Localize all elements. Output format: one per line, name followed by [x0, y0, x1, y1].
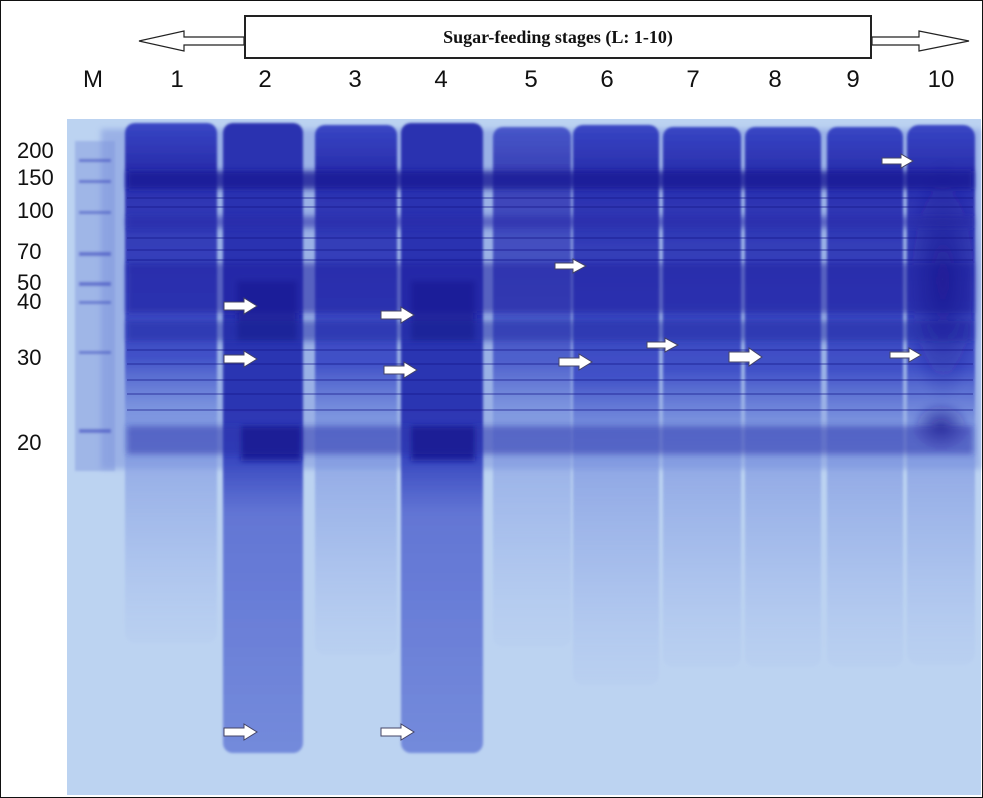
- lane-7: [663, 127, 741, 667]
- lane-label-2: 2: [258, 66, 272, 93]
- lane-label-1: 1: [170, 66, 184, 93]
- lane-1: [125, 123, 217, 643]
- band-arrow-icon: [380, 723, 415, 741]
- dense-stain-regions: [127, 161, 982, 461]
- lane-9: [827, 127, 903, 667]
- header-title: Sugar-feeding stages (L: 1-10): [443, 26, 673, 47]
- marker-label-30: 30: [17, 345, 42, 370]
- band-arrow-icon: [223, 723, 258, 741]
- lane-6: [573, 125, 659, 685]
- band-arrow-icon: [383, 361, 418, 379]
- lane-5: [493, 127, 571, 647]
- band-arrows: [223, 153, 922, 741]
- lane-label-6: 6: [600, 66, 614, 93]
- lane-8: [745, 127, 821, 667]
- marker-label-150: 150: [17, 165, 54, 190]
- band-stripes: [127, 197, 973, 411]
- band-arrow-icon: [380, 306, 415, 324]
- lane-label-7: 7: [686, 66, 700, 93]
- band-arrow-icon: [889, 347, 922, 363]
- lane-label-5: 5: [524, 66, 538, 93]
- band-arrow-icon: [223, 350, 258, 368]
- right-arrow-icon: [871, 30, 970, 52]
- band-arrow-icon: [223, 297, 258, 315]
- marker-lane: [75, 141, 115, 471]
- lane-3: [315, 125, 397, 655]
- header-box: Sugar-feeding stages (L: 1-10): [244, 15, 872, 59]
- lane-label-9: 9: [846, 66, 860, 93]
- band-arrow-icon: [554, 258, 588, 274]
- left-arrow-icon: [138, 30, 245, 52]
- marker-label-100: 100: [17, 198, 54, 223]
- band-arrow-icon: [728, 347, 763, 367]
- band-arrow-icon: [558, 353, 593, 371]
- band-arrow-icon: [881, 153, 914, 169]
- marker-label-20: 20: [17, 430, 42, 455]
- marker-label-200: 200: [17, 138, 54, 163]
- marker-label-40: 40: [17, 289, 42, 314]
- marker-label-70: 70: [17, 239, 42, 264]
- band-arrow-icon: [646, 337, 680, 353]
- lane-label-4: 4: [434, 66, 448, 93]
- lane-label-10: 10: [927, 66, 955, 93]
- marker-label-50: 50: [17, 270, 42, 295]
- lane-label-m: M: [83, 66, 103, 93]
- lane-label-3: 3: [348, 66, 362, 93]
- lane-label-8: 8: [768, 66, 782, 93]
